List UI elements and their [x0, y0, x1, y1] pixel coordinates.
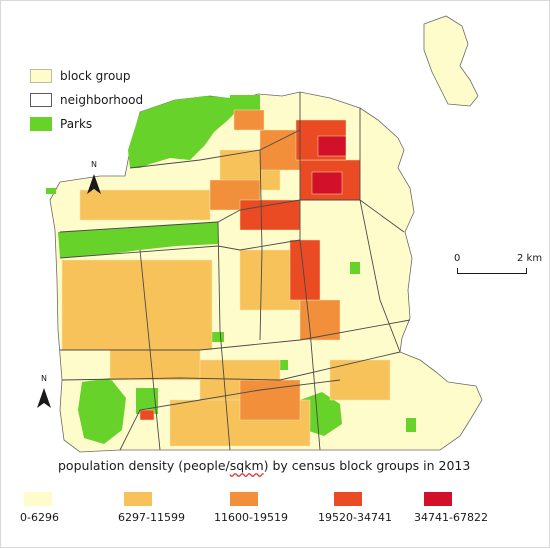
park-presidio [128, 96, 236, 168]
density-swatch-2 [124, 492, 152, 506]
north-label-lower: N [41, 374, 47, 383]
title-after: ) by census block groups in 2013 [263, 458, 471, 473]
park-small-b [46, 188, 56, 194]
park-small-g [278, 360, 288, 370]
block-group-swatch [30, 69, 52, 83]
density-label-1: 0-6296 [20, 511, 59, 524]
parks-swatch [30, 117, 52, 131]
north-arrow-lower [37, 388, 51, 408]
density-swatch-4 [334, 492, 362, 506]
density-swatch-3 [230, 492, 258, 506]
density-label-4: 19520-34741 [318, 511, 392, 524]
scale-start-label: 0 [454, 253, 461, 264]
park-small-c [210, 332, 224, 342]
park-marina [230, 95, 260, 113]
density-legend: 0-6296 6297-11599 11600-19519 19520-3474… [0, 484, 550, 544]
map-legend: block group neighborhood Parks [30, 66, 143, 138]
legend-label: Parks [60, 117, 93, 131]
title-before: population density (people/ [58, 458, 230, 473]
legend-label: block group [60, 69, 131, 83]
neighborhood-boundaries [59, 92, 411, 451]
legend-item-parks: Parks [30, 114, 143, 134]
legend-item-block-group: block group [30, 66, 143, 86]
map-title: population density (people/sqkm) by cens… [58, 458, 470, 473]
park-small-d [406, 418, 416, 432]
density-label-2: 6297-11599 [118, 511, 185, 524]
neighborhood-swatch [30, 93, 52, 107]
density-label-3: 11600-19519 [214, 511, 288, 524]
park-small-e [350, 262, 360, 274]
north-label-upper: N [91, 160, 97, 169]
legend-item-neighborhood: neighborhood [30, 90, 143, 110]
density-swatch-1 [24, 492, 52, 506]
density-swatch-5 [424, 492, 452, 506]
legend-label: neighborhood [60, 93, 144, 107]
park-lake-merced [78, 378, 126, 444]
scale-bar-line [457, 268, 527, 274]
scale-end-label: 2 km [517, 253, 543, 264]
title-unit: sqkm [229, 458, 264, 473]
north-arrow-upper [87, 174, 101, 194]
density-label-5: 34741-67822 [414, 511, 488, 524]
park-golden-gate [58, 222, 218, 258]
treasure-island [423, 15, 479, 107]
